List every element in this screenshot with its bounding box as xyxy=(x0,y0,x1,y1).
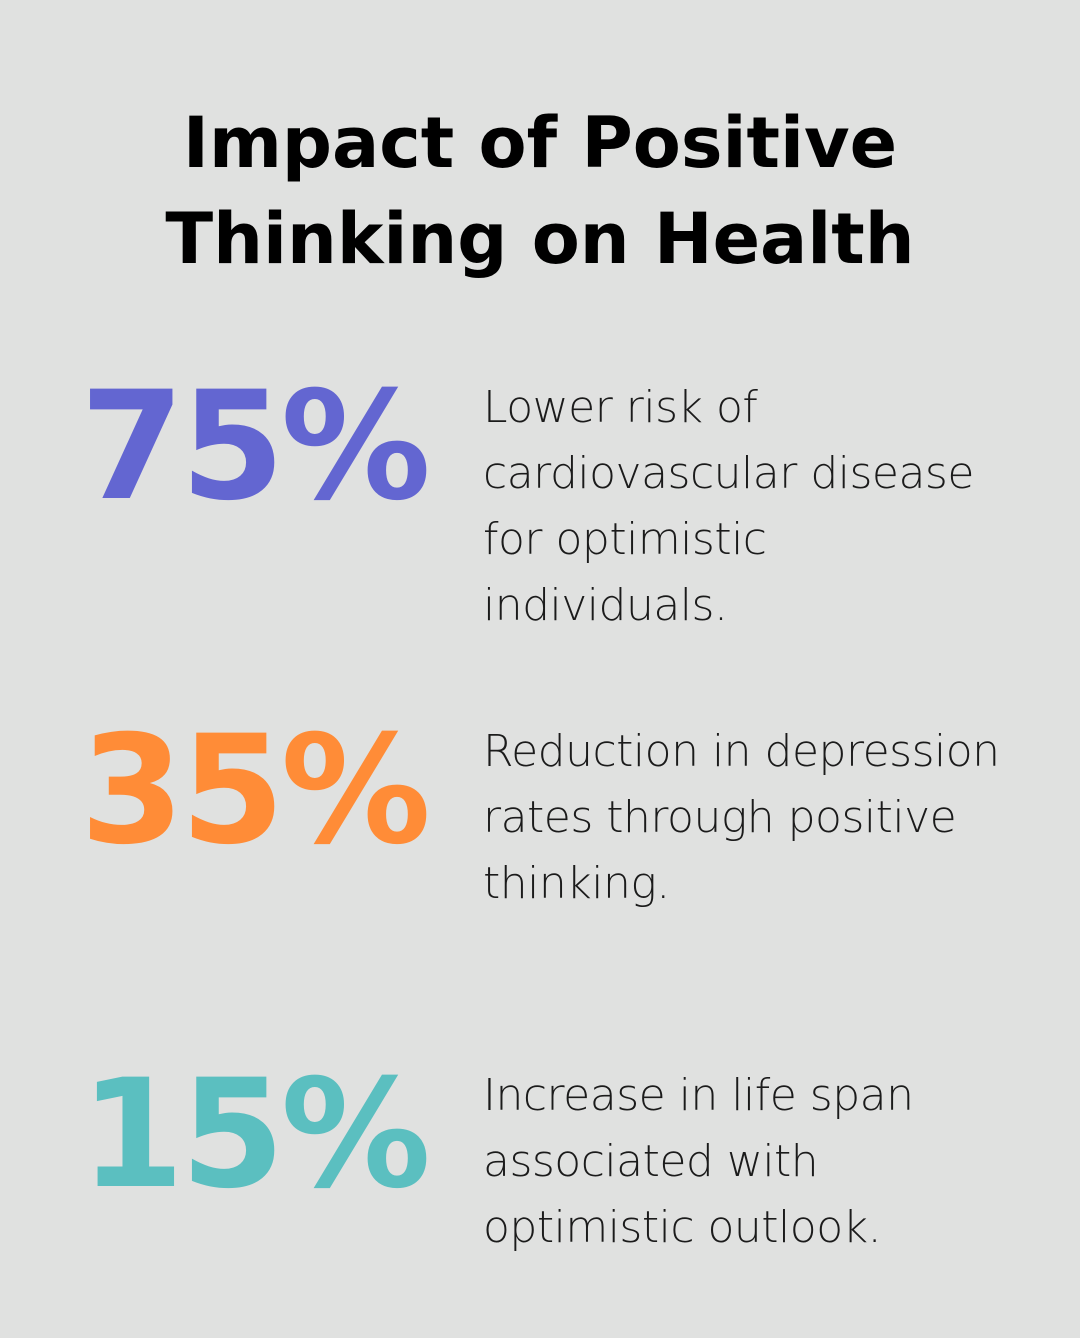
stat-description-cardiovascular: Lower risk of cardiovascular disease for… xyxy=(483,382,974,631)
stat-value-cardiovascular: 75% xyxy=(80,360,431,534)
stat-value-lifespan: 15% xyxy=(80,1048,431,1222)
stat-description-lifespan: Increase in life span associated with op… xyxy=(483,1070,914,1253)
stat-description-depression: Reduction in depression rates through po… xyxy=(483,726,1000,909)
page-title: Impact of Positive Thinking on Health xyxy=(165,102,915,280)
stat-value-depression: 35% xyxy=(80,704,431,878)
